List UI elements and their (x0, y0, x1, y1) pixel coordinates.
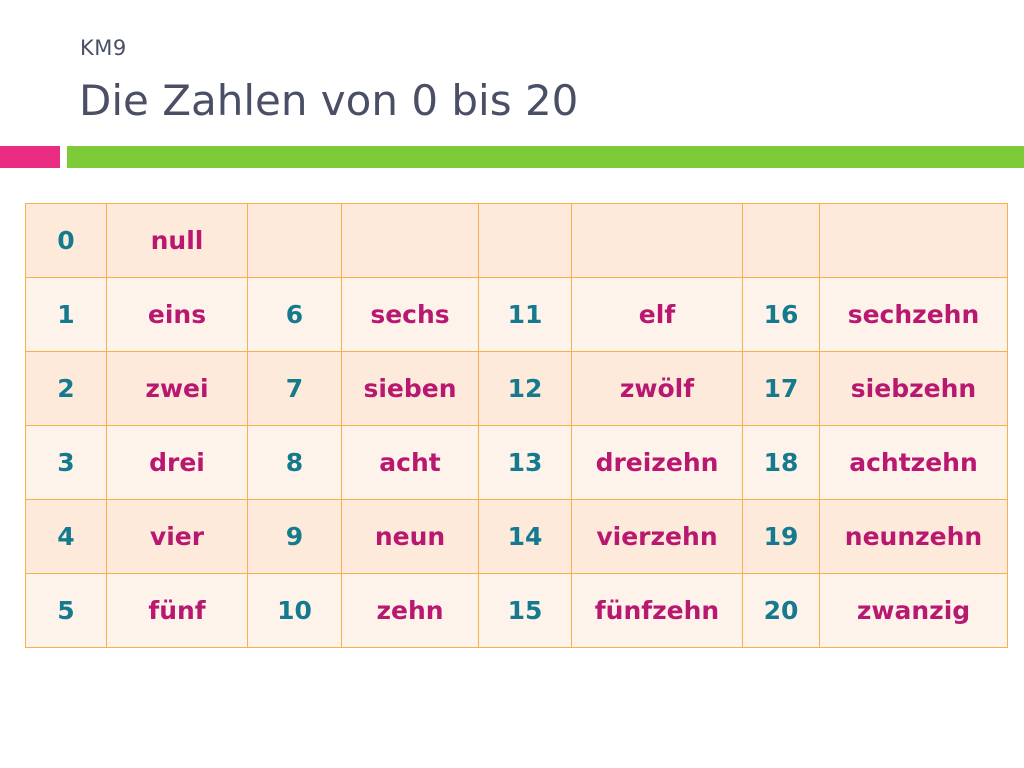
word-cell (341, 203, 479, 278)
word-cell: zehn (341, 573, 479, 648)
number-cell: 6 (247, 277, 342, 352)
numbers-table: 0 null 1 eins 6 sechs 11 elf 16 sechzehn (25, 203, 1008, 648)
word-cell: sechs (341, 277, 479, 352)
number-cell (742, 203, 820, 278)
number-cell (247, 203, 342, 278)
number-cell: 4 (25, 499, 107, 574)
number-cell: 7 (247, 351, 342, 426)
word-cell: achtzehn (819, 425, 1008, 500)
number-cell: 8 (247, 425, 342, 500)
word-cell: sechzehn (819, 277, 1008, 352)
accent-bar-green (67, 146, 1024, 168)
number-cell: 10 (247, 573, 342, 648)
word-cell: fünf (106, 573, 248, 648)
word-cell: elf (571, 277, 743, 352)
word-cell: sieben (341, 351, 479, 426)
number-cell: 9 (247, 499, 342, 574)
word-cell: zwanzig (819, 573, 1008, 648)
word-cell: dreizehn (571, 425, 743, 500)
number-cell: 16 (742, 277, 820, 352)
number-cell: 15 (478, 573, 572, 648)
table-row: 1 eins 6 sechs 11 elf 16 sechzehn (25, 277, 1008, 352)
number-cell: 11 (478, 277, 572, 352)
slide-title: Die Zahlen von 0 bis 20 (79, 76, 579, 125)
word-cell (819, 203, 1008, 278)
number-cell: 2 (25, 351, 107, 426)
word-cell: acht (341, 425, 479, 500)
accent-bar-pink (0, 146, 60, 168)
word-cell: neunzehn (819, 499, 1008, 574)
slide-subtitle: KM9 (80, 36, 127, 60)
number-cell: 3 (25, 425, 107, 500)
table-row: 2 zwei 7 sieben 12 zwölf 17 siebzehn (25, 351, 1008, 426)
number-cell: 20 (742, 573, 820, 648)
table-row: 3 drei 8 acht 13 dreizehn 18 achtzehn (25, 425, 1008, 500)
number-cell: 12 (478, 351, 572, 426)
table-row: 5 fünf 10 zehn 15 fünfzehn 20 zwanzig (25, 573, 1008, 648)
number-cell: 13 (478, 425, 572, 500)
number-cell: 1 (25, 277, 107, 352)
word-cell: drei (106, 425, 248, 500)
word-cell: eins (106, 277, 248, 352)
number-cell: 19 (742, 499, 820, 574)
number-cell: 5 (25, 573, 107, 648)
number-cell: 17 (742, 351, 820, 426)
number-cell: 0 (25, 203, 107, 278)
table-row: 4 vier 9 neun 14 vierzehn 19 neunzehn (25, 499, 1008, 574)
number-cell: 14 (478, 499, 572, 574)
table-row: 0 null (25, 203, 1008, 278)
number-cell: 18 (742, 425, 820, 500)
number-cell (478, 203, 572, 278)
word-cell: null (106, 203, 248, 278)
word-cell: neun (341, 499, 479, 574)
word-cell: zwei (106, 351, 248, 426)
word-cell: vier (106, 499, 248, 574)
word-cell: vierzehn (571, 499, 743, 574)
word-cell: siebzehn (819, 351, 1008, 426)
word-cell: zwölf (571, 351, 743, 426)
word-cell: fünfzehn (571, 573, 743, 648)
word-cell (571, 203, 743, 278)
